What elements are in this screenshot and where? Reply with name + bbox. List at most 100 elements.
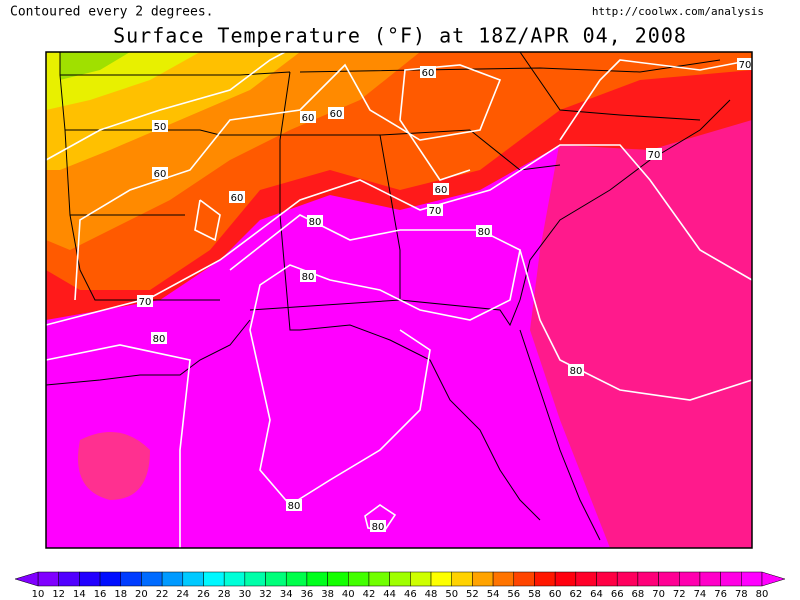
warm-spot — [78, 432, 150, 500]
map-frame — [45, 51, 753, 549]
colorbar-label: 44 — [383, 589, 396, 600]
colorbar-box — [37, 571, 59, 587]
contour-label-box — [420, 66, 436, 78]
colorbar-label: 80 — [756, 589, 769, 600]
colorbar-box — [616, 571, 639, 587]
colorbar-box — [679, 571, 701, 587]
colorbar-box — [741, 571, 763, 587]
colorbar-box — [492, 571, 515, 587]
colorbar-label: 50 — [445, 589, 458, 600]
colorbar-box — [534, 571, 556, 587]
colorbar-label: 38 — [321, 589, 334, 600]
colorbar-label: 28 — [218, 589, 231, 600]
contour-label-box — [433, 183, 449, 195]
map: 50 60 60 60 60 60 60 70 70 70 70 80 80 80 80 80 80 80 — [45, 51, 753, 549]
colorbar-label: 18 — [114, 589, 127, 600]
contour-label: 70 — [739, 60, 752, 71]
contour-labels: 50 60 60 60 60 60 60 70 70 70 70 80 80 80 80 80 80 80 — [137, 58, 753, 533]
colorbar-arrow-left — [14, 571, 39, 587]
colorbar-label: 62 — [569, 589, 582, 600]
contour-label: 80 — [478, 227, 491, 238]
colorbar-label: 40 — [342, 589, 355, 600]
contour-label-box — [427, 204, 443, 216]
contour-label: 70 — [648, 150, 661, 161]
colorbar-label: 78 — [735, 589, 748, 600]
colorbar-box — [141, 571, 163, 587]
colorbar-box — [182, 571, 204, 587]
yellow-green — [60, 52, 130, 80]
colorbar-label: 70 — [652, 589, 665, 600]
contour-label: 60 — [231, 193, 244, 204]
contour-label: 60 — [302, 113, 315, 124]
colorbar-box — [472, 571, 494, 587]
contour-label: 60 — [330, 109, 343, 120]
colorbar-label: 34 — [280, 589, 293, 600]
contour-label-box — [229, 191, 245, 203]
colorbar-label: 60 — [549, 589, 562, 600]
colorbar-box — [348, 571, 370, 587]
contour-label-box — [152, 120, 168, 132]
note: Contoured every 2 degrees. — [10, 5, 214, 20]
colorbar-box — [658, 571, 680, 587]
colorbar-box — [161, 571, 184, 587]
colorbar-box — [306, 571, 328, 587]
contour-label-box — [646, 148, 662, 160]
colorbar-label: 10 — [32, 589, 45, 600]
contour-label: 60 — [422, 68, 435, 79]
contour-label: 80 — [288, 501, 301, 512]
colorbar-label: 22 — [156, 589, 169, 600]
colorbar-label: 16 — [94, 589, 107, 600]
colorbar-label: 46 — [404, 589, 417, 600]
colorbar-box — [720, 571, 742, 587]
colorbar-box — [99, 571, 121, 587]
colorbar-box — [244, 571, 266, 587]
contour-label: 80 — [309, 217, 322, 228]
colorbar-label: 66 — [611, 589, 624, 600]
colorbar-box — [368, 571, 390, 587]
contour-label: 70 — [429, 206, 442, 217]
contour-label: 80 — [302, 272, 315, 283]
colorbar-label: 56 — [507, 589, 520, 600]
colorbar-box — [451, 571, 473, 587]
colorbar-label: 24 — [176, 589, 189, 600]
colorbar-label: 48 — [425, 589, 438, 600]
contour-label-box — [328, 107, 344, 119]
colorbar-box — [575, 571, 597, 587]
colorbar-label: 32 — [259, 589, 272, 600]
colorbar-label: 30 — [238, 589, 251, 600]
colorbar-label: 58 — [528, 589, 541, 600]
colorbar-box — [265, 571, 287, 587]
contour-label-box — [300, 270, 316, 282]
colorbar-box — [327, 571, 349, 587]
contour-label-box — [737, 58, 753, 70]
colorbar-label: 72 — [673, 589, 686, 600]
contour-label: 60 — [435, 185, 448, 196]
colorbar-box — [203, 571, 225, 587]
colorbar-box — [410, 571, 432, 587]
colorbar-box — [699, 571, 721, 587]
colorbar-box — [430, 571, 452, 587]
colorbar-box — [120, 571, 142, 587]
colorbar-label: 42 — [363, 589, 376, 600]
contour-label-box — [152, 167, 168, 179]
colorbar-box — [513, 571, 535, 587]
colorbar-label: 20 — [135, 589, 148, 600]
colorbar-label: 64 — [590, 589, 603, 600]
colorbar-label: 36 — [301, 589, 314, 600]
colorbar-label: 54 — [487, 589, 500, 600]
colorbar-box — [79, 571, 101, 587]
colorbar-label: 14 — [73, 589, 86, 600]
colorbar-label: 26 — [197, 589, 210, 600]
colorbar-arrow-right — [761, 571, 786, 587]
contour-label: 70 — [139, 297, 152, 308]
contour-label: 80 — [153, 334, 166, 345]
contour-label: 50 — [154, 122, 167, 133]
contour-label: 60 — [154, 169, 167, 180]
colorbar-label: 68 — [632, 589, 645, 600]
contour-label-box — [568, 364, 584, 376]
contour-label: 80 — [372, 522, 385, 533]
colorbar-label: 74 — [694, 589, 707, 600]
colorbar-box — [596, 571, 618, 587]
